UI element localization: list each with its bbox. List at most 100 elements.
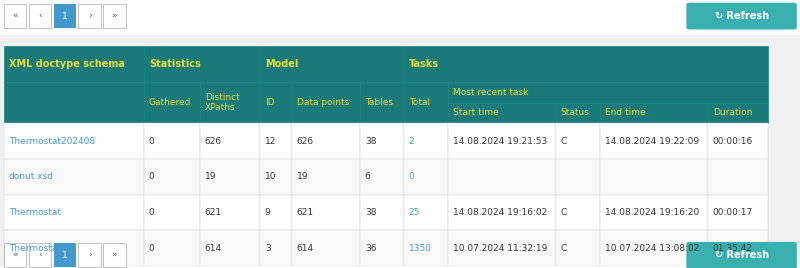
Text: ‹: ‹: [38, 251, 42, 260]
Text: Data points: Data points: [297, 98, 349, 107]
Text: 38: 38: [365, 208, 376, 217]
FancyBboxPatch shape: [0, 0, 800, 35]
FancyBboxPatch shape: [448, 159, 556, 195]
FancyBboxPatch shape: [448, 123, 556, 159]
FancyBboxPatch shape: [600, 159, 708, 195]
Text: 0: 0: [149, 244, 154, 252]
FancyBboxPatch shape: [260, 230, 292, 266]
Text: donut.xsd: donut.xsd: [9, 172, 54, 181]
Text: 00:00:16: 00:00:16: [713, 137, 753, 146]
FancyBboxPatch shape: [4, 159, 144, 195]
Text: XML doctype schema: XML doctype schema: [9, 59, 125, 69]
FancyBboxPatch shape: [708, 195, 768, 230]
FancyBboxPatch shape: [556, 230, 600, 266]
FancyBboxPatch shape: [556, 159, 600, 195]
FancyBboxPatch shape: [556, 195, 600, 230]
FancyBboxPatch shape: [600, 195, 708, 230]
Text: 621: 621: [297, 208, 314, 217]
Text: ID: ID: [265, 98, 274, 107]
FancyBboxPatch shape: [78, 243, 101, 267]
FancyBboxPatch shape: [54, 4, 76, 28]
FancyBboxPatch shape: [4, 243, 26, 267]
FancyBboxPatch shape: [144, 82, 200, 123]
FancyBboxPatch shape: [260, 82, 292, 123]
FancyBboxPatch shape: [4, 123, 144, 159]
FancyBboxPatch shape: [292, 159, 360, 195]
Text: 25: 25: [409, 208, 420, 217]
FancyBboxPatch shape: [292, 123, 360, 159]
Text: ↻ Refresh: ↻ Refresh: [714, 250, 769, 260]
Text: 614: 614: [205, 244, 222, 252]
FancyBboxPatch shape: [404, 82, 448, 123]
FancyBboxPatch shape: [200, 230, 260, 266]
Text: «: «: [13, 12, 18, 21]
Text: 10: 10: [265, 172, 276, 181]
Text: Gathered: Gathered: [149, 98, 191, 107]
Text: «: «: [13, 251, 18, 260]
Text: 10.07.2024 11:32:19: 10.07.2024 11:32:19: [453, 244, 547, 252]
FancyBboxPatch shape: [78, 4, 101, 28]
FancyBboxPatch shape: [260, 159, 292, 195]
FancyBboxPatch shape: [29, 243, 51, 267]
FancyBboxPatch shape: [360, 159, 404, 195]
Text: Distinct
XPaths: Distinct XPaths: [205, 93, 239, 112]
Text: C: C: [561, 137, 567, 146]
Text: 9: 9: [265, 208, 270, 217]
FancyBboxPatch shape: [600, 103, 708, 123]
FancyBboxPatch shape: [448, 103, 556, 123]
Text: 626: 626: [297, 137, 314, 146]
Text: 1: 1: [62, 251, 68, 260]
FancyBboxPatch shape: [292, 230, 360, 266]
FancyBboxPatch shape: [4, 4, 26, 28]
FancyBboxPatch shape: [292, 195, 360, 230]
FancyBboxPatch shape: [360, 195, 404, 230]
FancyBboxPatch shape: [144, 230, 200, 266]
FancyBboxPatch shape: [0, 266, 800, 268]
FancyBboxPatch shape: [556, 123, 600, 159]
FancyBboxPatch shape: [448, 230, 556, 266]
FancyBboxPatch shape: [144, 159, 200, 195]
Text: 14.08.2024 19:22:09: 14.08.2024 19:22:09: [605, 137, 699, 146]
FancyBboxPatch shape: [708, 103, 768, 123]
FancyBboxPatch shape: [708, 159, 768, 195]
Text: 00:00:17: 00:00:17: [713, 208, 753, 217]
FancyBboxPatch shape: [404, 123, 448, 159]
Text: 14.08.2024 19:16:02: 14.08.2024 19:16:02: [453, 208, 547, 217]
FancyBboxPatch shape: [260, 195, 292, 230]
Text: Start time: Start time: [453, 108, 498, 117]
FancyBboxPatch shape: [4, 230, 144, 266]
FancyBboxPatch shape: [4, 195, 144, 230]
Text: Most recent task: Most recent task: [453, 88, 528, 97]
Text: 36: 36: [365, 244, 376, 252]
Text: Thermostat: Thermostat: [9, 208, 61, 217]
Text: 38: 38: [365, 137, 376, 146]
FancyBboxPatch shape: [686, 242, 797, 268]
Text: 6: 6: [365, 172, 370, 181]
Text: Status: Status: [561, 108, 590, 117]
Text: Total: Total: [409, 98, 430, 107]
FancyBboxPatch shape: [200, 159, 260, 195]
Text: 0: 0: [149, 172, 154, 181]
Text: Thermostat202408: Thermostat202408: [9, 137, 95, 146]
FancyBboxPatch shape: [144, 46, 260, 82]
FancyBboxPatch shape: [103, 4, 126, 28]
FancyBboxPatch shape: [556, 103, 600, 123]
Text: 614: 614: [297, 244, 314, 252]
Text: ›: ›: [88, 251, 91, 260]
Text: 19: 19: [297, 172, 308, 181]
Text: ‹: ‹: [38, 12, 42, 21]
FancyBboxPatch shape: [448, 195, 556, 230]
FancyBboxPatch shape: [200, 82, 260, 123]
FancyBboxPatch shape: [144, 195, 200, 230]
Text: 0: 0: [149, 137, 154, 146]
FancyBboxPatch shape: [292, 82, 360, 123]
FancyBboxPatch shape: [708, 123, 768, 159]
FancyBboxPatch shape: [260, 123, 292, 159]
Text: »: »: [111, 12, 118, 21]
FancyBboxPatch shape: [404, 159, 448, 195]
Text: 19: 19: [205, 172, 216, 181]
Text: Model: Model: [265, 59, 298, 69]
FancyBboxPatch shape: [200, 123, 260, 159]
Text: 01:35:42: 01:35:42: [713, 244, 753, 252]
Text: 14.08.2024 19:21:53: 14.08.2024 19:21:53: [453, 137, 547, 146]
